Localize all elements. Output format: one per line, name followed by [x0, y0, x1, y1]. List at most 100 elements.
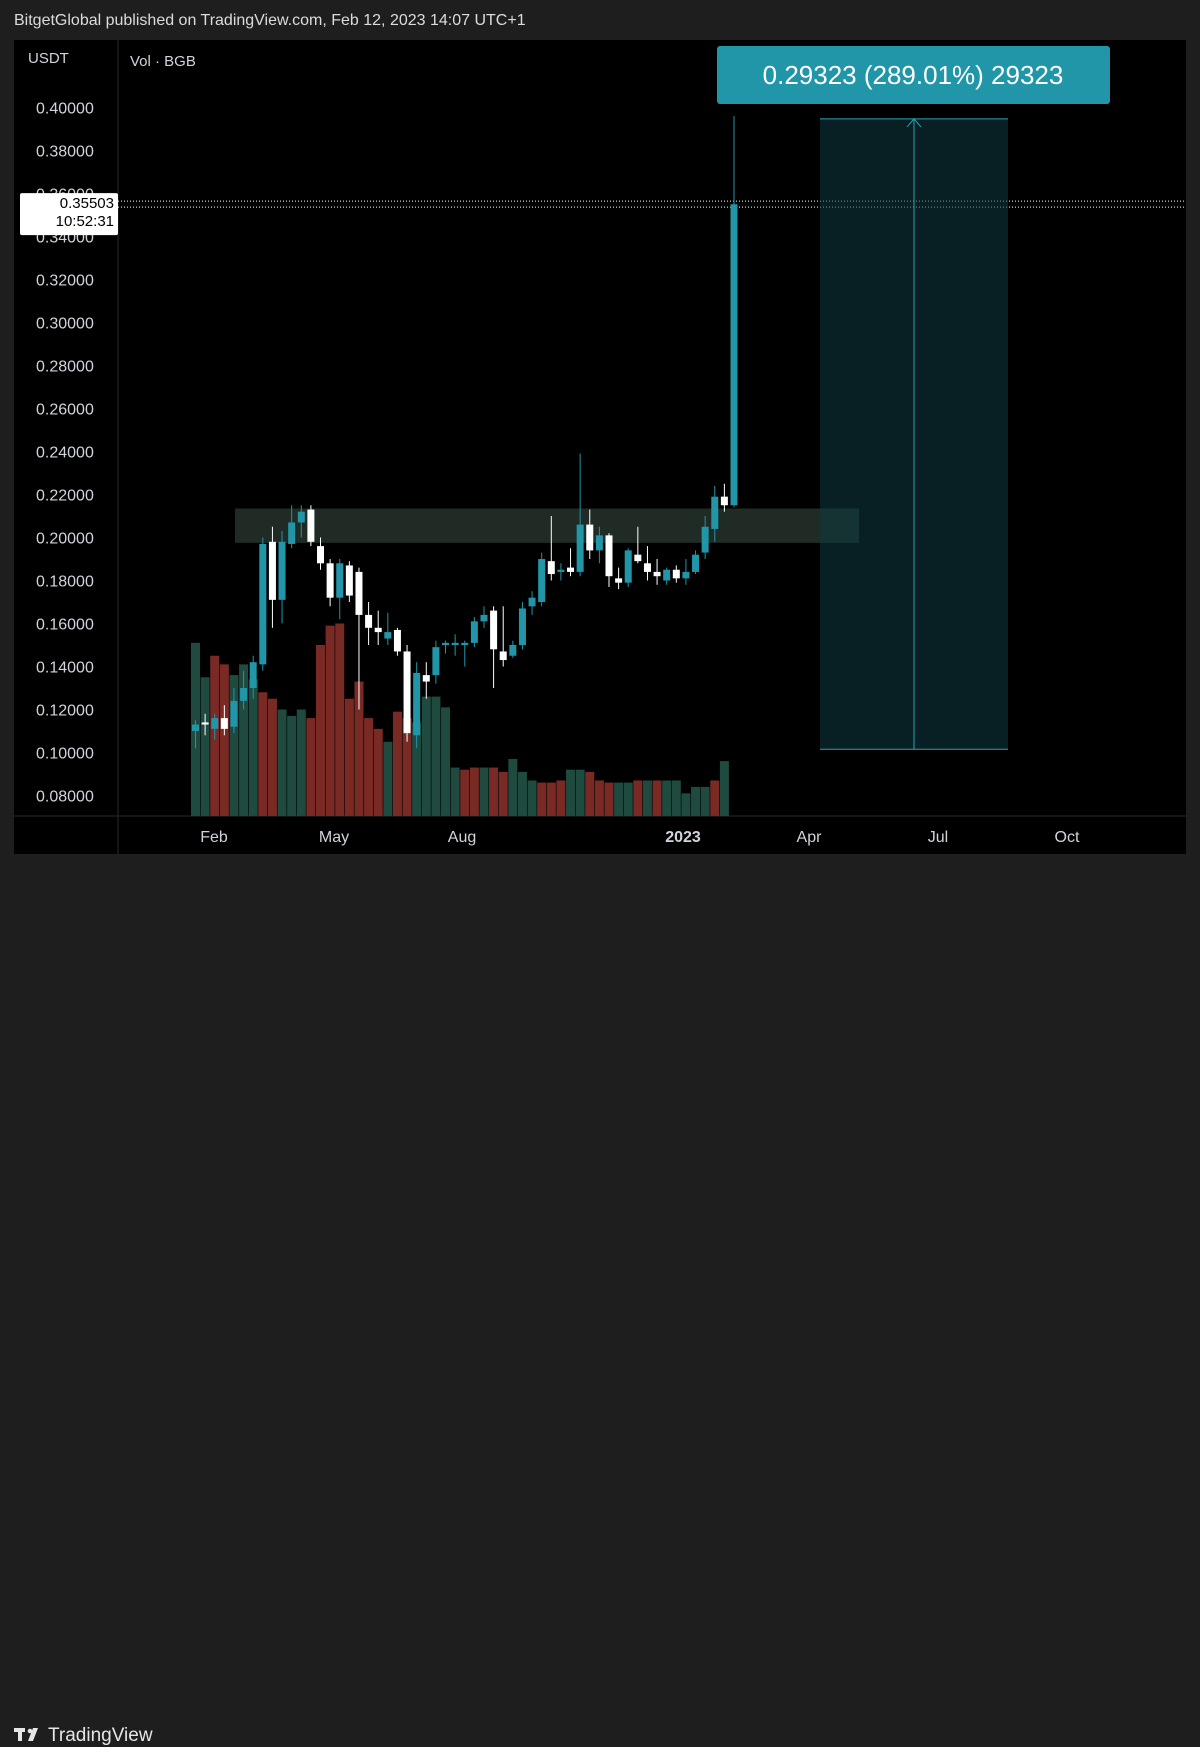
candle-body: [278, 541, 286, 600]
candle-body: [567, 567, 575, 572]
candle-body: [720, 496, 728, 506]
volume-bar: [594, 780, 604, 816]
y-tick-label: 0.32000: [36, 273, 94, 290]
volume-bar: [517, 771, 527, 816]
volume-bar: [652, 780, 662, 816]
volume-bar: [662, 780, 672, 816]
candle-body: [518, 608, 526, 645]
publish-header: BitgetGlobal published on TradingView.co…: [0, 0, 1200, 40]
candle-body: [557, 569, 565, 572]
volume-bar: [681, 793, 691, 816]
candle-body: [480, 614, 488, 622]
x-tick-label: Oct: [1055, 829, 1080, 846]
candle-body: [595, 535, 603, 551]
candle-body: [451, 642, 459, 645]
candle-body: [336, 563, 344, 598]
y-tick-label: 0.20000: [36, 531, 94, 548]
price-chart[interactable]: 0.29323 (289.01%) 29323 0.40000 0.38000 0.…: [14, 40, 1186, 854]
y-tick-label: 0.30000: [36, 316, 94, 333]
volume-bar: [296, 709, 306, 816]
candle-body: [692, 554, 700, 572]
volume-bar: [498, 771, 508, 816]
volume-bar: [489, 767, 499, 816]
candle-body: [499, 651, 507, 661]
volume-bar: [546, 782, 556, 816]
volume-bar: [402, 718, 412, 816]
x-tick-label: Feb: [200, 829, 228, 846]
y-tick-label: 0.26000: [36, 402, 94, 419]
candle-body: [509, 645, 517, 656]
volume-bar: [566, 769, 576, 816]
tradingview-brand[interactable]: TradingView: [48, 1725, 153, 1746]
volume-bar: [229, 675, 239, 816]
candle-body: [634, 554, 642, 562]
y-tick-label: 0.08000: [36, 789, 94, 806]
volume-bar: [527, 780, 537, 816]
candle-body: [615, 578, 623, 583]
x-tick-label: Jul: [928, 829, 948, 846]
volume-bar: [412, 722, 422, 816]
volume-bar: [508, 758, 518, 816]
volume-bar: [373, 728, 383, 816]
volume-bar: [575, 769, 585, 816]
volume-bar: [277, 709, 287, 816]
candle-body: [442, 642, 450, 645]
candle-body: [605, 535, 613, 577]
volume-bar: [325, 625, 335, 816]
x-tick-label: Apr: [797, 829, 823, 846]
last-price-badge: [20, 193, 118, 236]
volume-bar: [431, 696, 441, 816]
candle-body: [201, 722, 209, 725]
x-tick-label: 2023: [665, 829, 701, 846]
volume-bar: [421, 696, 431, 816]
y-tick-label: 0.10000: [36, 746, 94, 763]
candle-body: [393, 629, 401, 652]
candle-body: [220, 718, 228, 729]
candle-body: [345, 565, 353, 596]
candle-body: [413, 672, 421, 736]
volume-bar: [344, 698, 354, 816]
volume-bar: [719, 761, 729, 816]
candle-body: [653, 571, 661, 577]
candle-body: [297, 511, 305, 523]
candle-body: [259, 543, 267, 665]
candle-body: [192, 724, 199, 731]
candle-body: [643, 563, 651, 572]
candle-body: [586, 524, 594, 551]
x-tick-label: Aug: [448, 829, 476, 846]
resistance-zone: [235, 508, 859, 543]
volume-bar: [287, 715, 297, 816]
volume-bar: [556, 780, 566, 816]
y-tick-label: 0.14000: [36, 660, 94, 677]
volume-bar: [537, 782, 547, 816]
volume-bar: [248, 679, 258, 816]
last-price-value: 0.35503: [60, 195, 114, 212]
y-tick-label: 0.22000: [36, 488, 94, 505]
candle-body: [672, 569, 680, 579]
volume-bar: [450, 767, 460, 816]
footer: TradingView: [0, 856, 1200, 1746]
tradingview-logo-icon[interactable]: [14, 1725, 44, 1745]
volume-bar: [335, 623, 345, 816]
candle-body: [384, 632, 392, 639]
candle-body: [528, 597, 536, 607]
volume-bar: [585, 771, 595, 816]
bar-countdown: 10:52:31: [56, 213, 114, 230]
volume-label: Vol · BGB: [130, 53, 196, 70]
volume-bar: [633, 780, 643, 816]
candle-body: [288, 522, 296, 544]
candle-body: [355, 571, 363, 615]
candle-body: [547, 561, 555, 575]
y-tick-label: 0.18000: [36, 574, 94, 591]
volume-bar: [383, 741, 393, 816]
candle-body: [374, 627, 382, 633]
candle-body: [624, 550, 632, 583]
y-tick-label: 0.40000: [36, 101, 94, 118]
volume-bar: [691, 786, 701, 816]
volume-bar: [469, 767, 479, 816]
volume-bar: [200, 677, 210, 816]
chart-frame[interactable]: 0.29323 (289.01%) 29323 0.40000 0.38000 0.…: [14, 40, 1186, 854]
y-tick-label: 0.12000: [36, 703, 94, 720]
candle-body: [538, 559, 546, 602]
measure-label-box: [717, 46, 1110, 104]
